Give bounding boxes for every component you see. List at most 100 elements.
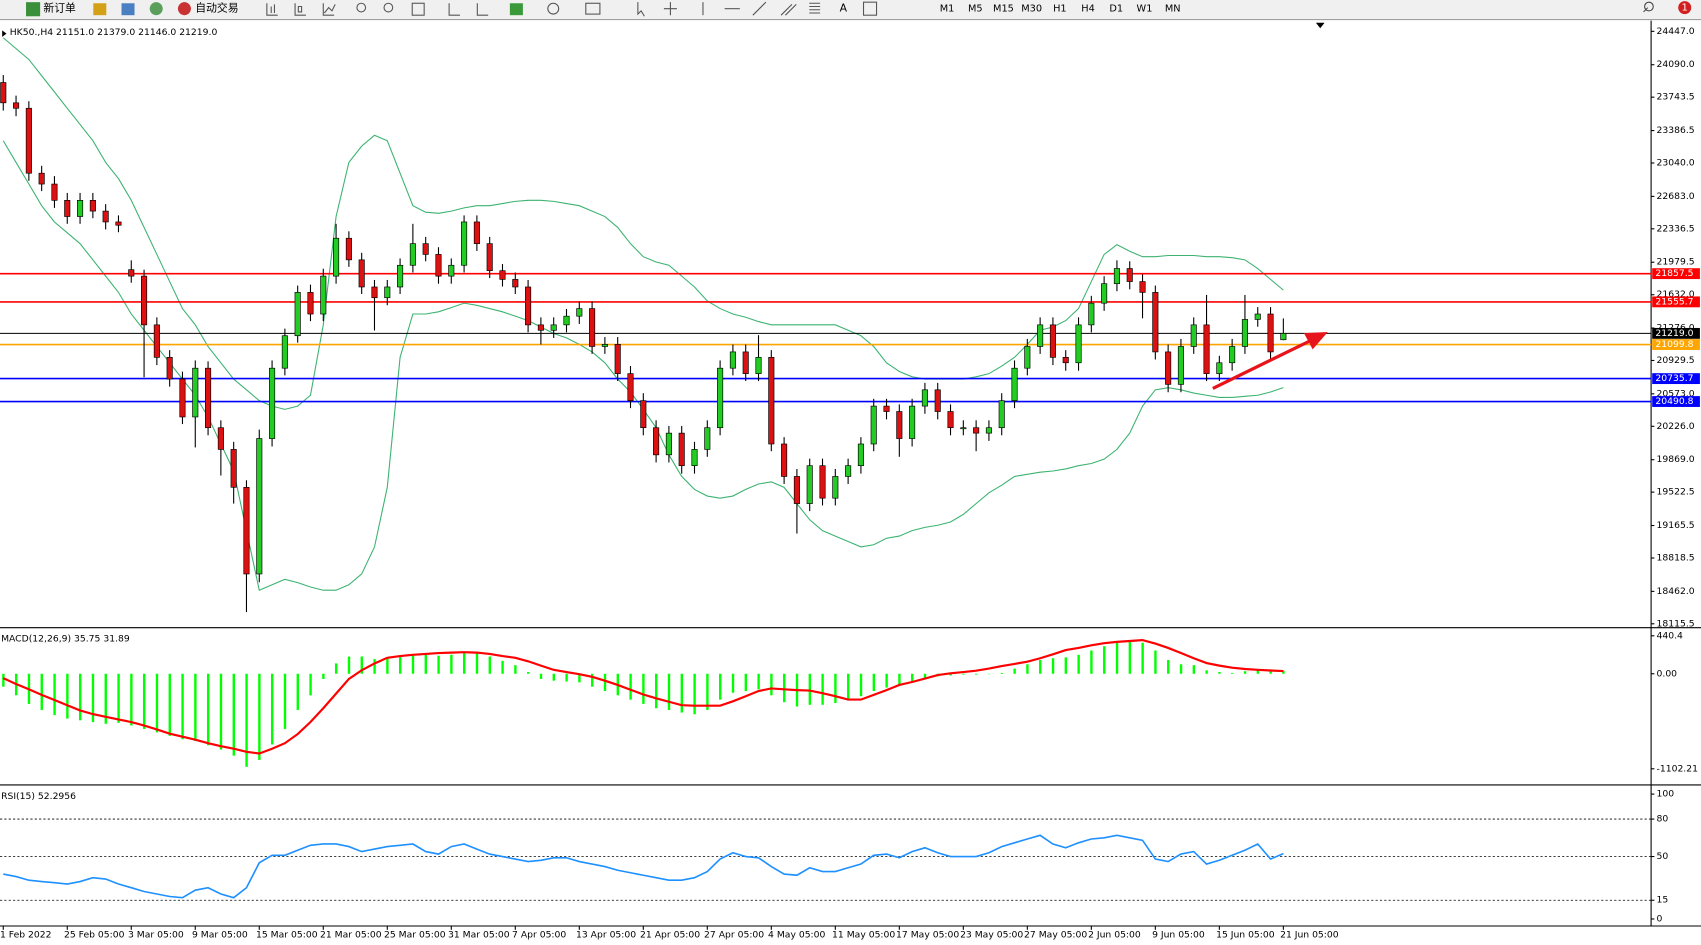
macd-bar [142, 673, 146, 729]
macd-bar [424, 654, 427, 674]
zoom-out-icon[interactable] [383, 2, 394, 13]
candle-body [832, 476, 839, 499]
macd-bar [437, 655, 440, 674]
shift-icon[interactable] [476, 3, 489, 16]
candle-body [1024, 346, 1031, 369]
price-level-label: 20490.8 [1655, 396, 1693, 407]
candle-body [576, 308, 583, 317]
template-icon[interactable] [585, 2, 601, 15]
toolbar-icons [266, 1, 1649, 17]
candle-body [1280, 333, 1287, 341]
period-button[interactable]: M5 [968, 4, 983, 15]
period-button[interactable]: H4 [1081, 4, 1095, 15]
candle-body [192, 367, 199, 418]
y-tick-label: 24090.0 [1657, 59, 1695, 70]
period-button[interactable]: H1 [1053, 4, 1067, 15]
macd-bar [1218, 672, 1221, 674]
toolbar: 新订单 自动交易 A M1 M5 M15 M3 [0, 0, 1701, 21]
text-tool[interactable]: A [840, 2, 848, 15]
price-level-label: 21219.0 [1655, 328, 1693, 339]
crosshair-icon[interactable] [663, 2, 677, 16]
price-level-box [1652, 327, 1700, 339]
indicator-icon[interactable] [509, 3, 523, 16]
toolbar-icon[interactable] [93, 3, 107, 16]
candle-body [1101, 283, 1108, 304]
x-tick-label: 27 Apr 05:00 [704, 930, 764, 941]
macd-bar [1128, 641, 1132, 674]
candle-body [115, 221, 122, 226]
candle-body [563, 315, 570, 326]
candle-body [1088, 302, 1095, 326]
macd-bar [1026, 664, 1029, 674]
macd-signal [2, 639, 1284, 755]
zoom-in-icon[interactable] [356, 2, 367, 13]
candle-body [729, 351, 736, 369]
x-tick-label: 31 Mar 05:00 [448, 930, 510, 941]
toolbar-icon[interactable] [149, 2, 163, 16]
macd-bar [1256, 670, 1260, 674]
cursor-icon[interactable] [637, 2, 645, 17]
y-tick-label: 23386.5 [1657, 125, 1695, 136]
candle-body [1190, 324, 1197, 347]
candle-body [51, 183, 58, 201]
text-label-icon[interactable] [862, 1, 878, 16]
bar-chart-icon[interactable] [266, 3, 278, 16]
candle-body [230, 449, 237, 488]
toolbar-icon[interactable] [121, 3, 135, 16]
period-button[interactable]: M1 [940, 4, 955, 15]
period-button[interactable]: M15 [993, 4, 1014, 15]
period-button[interactable]: W1 [1137, 4, 1153, 15]
macd-bar [91, 673, 95, 723]
macd-bar [744, 673, 748, 692]
macd-bar [334, 663, 338, 674]
candle-body [384, 286, 391, 299]
notification-badge[interactable] [1678, 1, 1692, 15]
macd-bar [731, 673, 735, 693]
fibo-icon[interactable] [809, 2, 821, 14]
header-marker [2, 30, 7, 37]
candle-body [704, 427, 711, 450]
new-order-button[interactable]: 新订单 [43, 1, 76, 15]
channel-icon[interactable] [780, 3, 797, 16]
y-tick-label: 80 [1657, 814, 1669, 825]
candle-body [294, 292, 301, 337]
x-tick-label: 2 Jun 05:00 [1088, 930, 1141, 941]
scroll-icon[interactable] [448, 3, 460, 16]
y-tick-label: 20929.5 [1657, 355, 1695, 366]
candle-body [307, 292, 314, 315]
candle-body [947, 411, 954, 429]
annotation-arrow [1212, 331, 1328, 390]
y-tick-label: 18115.5 [1657, 618, 1695, 629]
y-tick-label: 22683.0 [1657, 191, 1695, 202]
tile-icon[interactable] [411, 2, 425, 16]
candle-icon[interactable] [294, 3, 306, 16]
candle-body [358, 259, 365, 288]
y-tick-label: 24447.0 [1657, 26, 1695, 37]
macd-bar [642, 673, 645, 704]
x-tick-label: 25 Mar 05:00 [384, 930, 446, 941]
period-button[interactable]: MN [1165, 4, 1181, 15]
macd-bar [194, 673, 197, 742]
trendline-icon[interactable] [752, 1, 767, 16]
period-button[interactable]: M30 [1021, 4, 1042, 15]
new-order-icon[interactable] [26, 2, 41, 17]
search-button[interactable] [1644, 1, 1654, 12]
auto-trading-icon[interactable] [177, 2, 191, 16]
macd-label: MACD(12,26,9) 35.75 31.89 [1, 634, 130, 645]
candle-body [806, 465, 813, 504]
candle-body [128, 269, 135, 277]
auto-trading-button[interactable]: 自动交易 [195, 1, 238, 15]
macd-bar [1243, 671, 1247, 674]
period-button[interactable]: D1 [1109, 4, 1123, 15]
price-level-box [1652, 296, 1700, 308]
macd-bar [1231, 672, 1234, 674]
period-icon[interactable] [547, 2, 560, 15]
macd-bar [1013, 668, 1016, 674]
macd-bar [578, 673, 581, 683]
macd-bar [386, 658, 389, 674]
line-icon[interactable] [322, 3, 336, 16]
macd-bar [1192, 665, 1196, 674]
macd-bar [296, 673, 299, 710]
